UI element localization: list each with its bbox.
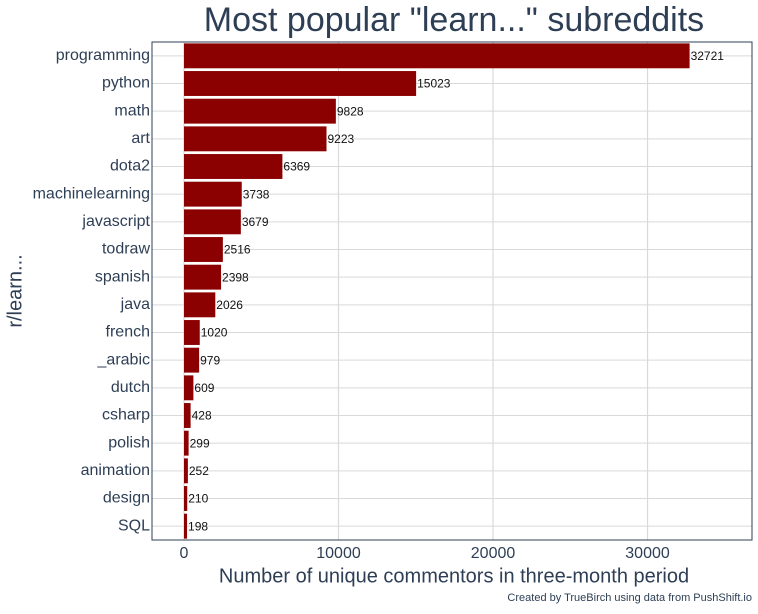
x-tick-label: 30000: [625, 545, 670, 562]
y-tick-label: java: [120, 296, 150, 313]
y-tick-label: csharp: [102, 407, 150, 424]
chart-title: Most popular "learn..." subreddits: [204, 1, 704, 39]
y-tick-label: SQL: [118, 517, 150, 534]
value-label: 198: [188, 519, 208, 533]
bar: [183, 513, 188, 539]
y-tick-label: machinelearning: [33, 185, 150, 202]
bar: [183, 98, 336, 124]
y-tick-label: polish: [108, 434, 150, 451]
value-label: 3738: [243, 187, 270, 201]
value-label: 9223: [327, 132, 354, 146]
y-tick-label: javascript: [81, 213, 150, 230]
y-tick-label: dutch: [111, 379, 150, 396]
value-label: 2398: [222, 270, 249, 284]
bar: [183, 71, 417, 96]
value-label: 2026: [216, 298, 243, 312]
value-label: 979: [200, 353, 220, 367]
bar: [183, 209, 241, 235]
y-axis-label: r/learn...: [4, 254, 26, 327]
bar: [183, 347, 200, 373]
bar: [183, 292, 216, 318]
value-label: 3679: [242, 215, 269, 229]
value-label: 299: [190, 436, 210, 450]
bar: [183, 403, 191, 428]
bar: [183, 154, 283, 179]
bar: [183, 126, 327, 152]
bar: [183, 320, 200, 345]
bar: [183, 181, 242, 207]
y-tick-label: programming: [56, 47, 150, 64]
plot-border: [151, 41, 753, 541]
x-tick-label: 10000: [316, 545, 361, 562]
y-tick-label: french: [106, 324, 150, 341]
bar: [183, 237, 223, 262]
bar: [183, 486, 188, 511]
y-tick-label: animation: [81, 462, 150, 479]
bar: [183, 375, 194, 401]
y-tick-label: design: [103, 490, 150, 507]
y-tick-label: dota2: [110, 158, 150, 175]
y-tick-label: _arabic: [97, 351, 150, 368]
y-tick-label: todraw: [102, 241, 150, 258]
x-tick-label: 20000: [471, 545, 516, 562]
bar: [183, 458, 188, 484]
y-tick-label: math: [114, 102, 150, 119]
value-label: 252: [189, 464, 209, 478]
value-label: 9828: [337, 104, 364, 118]
value-label: 6369: [283, 160, 310, 174]
value-label: 210: [188, 492, 208, 506]
value-label: 15023: [417, 77, 451, 91]
y-tick-label: art: [131, 130, 150, 147]
bar: [183, 43, 690, 69]
caption: Created by TrueBirch using data from Pus…: [507, 592, 752, 604]
bar: [183, 264, 222, 290]
value-label: 428: [192, 409, 212, 423]
y-tick-label: spanish: [95, 268, 150, 285]
bar: [183, 430, 189, 456]
y-tick-label: python: [102, 75, 150, 92]
x-tick-label: 0: [180, 545, 189, 562]
value-label: 2516: [224, 243, 251, 257]
value-label: 609: [194, 381, 214, 395]
value-label: 1020: [201, 326, 228, 340]
x-axis-label: Number of unique commentors in three-mon…: [219, 565, 689, 587]
value-label: 32721: [691, 49, 725, 63]
